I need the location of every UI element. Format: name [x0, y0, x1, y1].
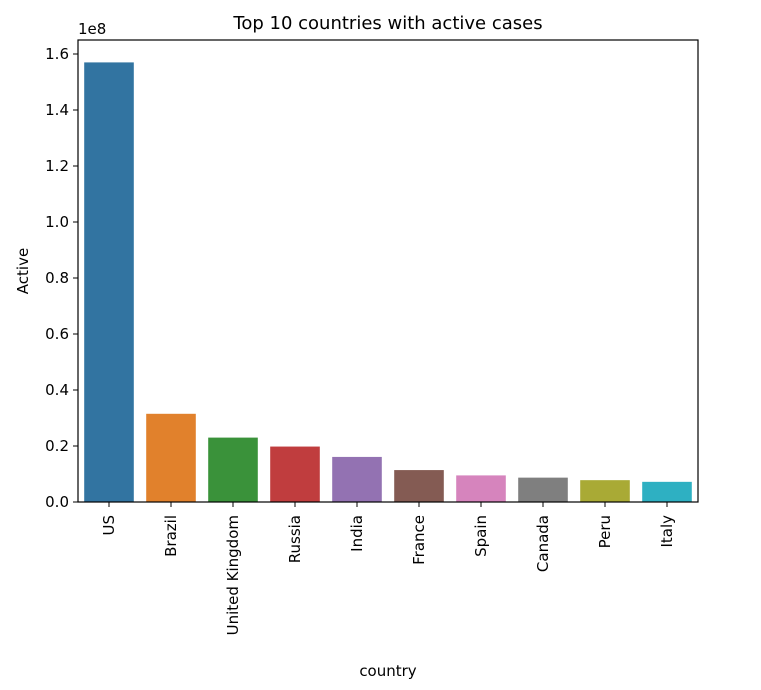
y-tick-label: 0.2 — [45, 437, 69, 455]
bar-us — [84, 62, 134, 503]
x-tick-label: Peru — [596, 515, 614, 548]
bar-united-kingdom — [208, 437, 258, 502]
x-tick-label: India — [348, 515, 366, 552]
y-tick-label: 0.0 — [45, 493, 69, 511]
bar-spain — [456, 475, 506, 502]
x-axis-ticks: US Brazil United Kingdom Russia India France S… — [100, 502, 676, 635]
chart-title: Top 10 countries with active cases — [232, 13, 542, 34]
x-tick-label: US — [100, 515, 118, 536]
bar-italy — [642, 481, 692, 502]
x-axis-label: country — [359, 662, 416, 680]
y-axis-ticks: 0.0 0.2 0.4 0.6 0.8 1.0 1.2 1.4 1.6 — [45, 45, 78, 511]
bar-india — [332, 456, 382, 502]
x-tick-label: France — [410, 515, 428, 565]
y-tick-label: 0.8 — [45, 269, 69, 287]
bar-france — [394, 470, 444, 502]
y-tick-label: 1.4 — [45, 101, 69, 119]
y-axis-scale-label: 1e8 — [78, 20, 106, 38]
bars-group — [84, 62, 692, 503]
bar-brazil — [146, 413, 196, 502]
x-tick-label: Russia — [286, 515, 304, 563]
plot-frame — [77, 39, 699, 503]
x-tick-label: Spain — [472, 515, 490, 557]
bar-russia — [270, 446, 320, 502]
y-axis-label: Active — [14, 248, 32, 294]
y-tick-label: 1.2 — [45, 157, 69, 175]
x-tick-label: Brazil — [162, 515, 180, 557]
x-tick-label: Italy — [658, 515, 676, 548]
y-tick-label: 0.6 — [45, 325, 69, 343]
y-tick-label: 1.0 — [45, 213, 69, 231]
y-tick-label: 0.4 — [45, 381, 69, 399]
y-tick-label: 1.6 — [45, 45, 69, 63]
x-tick-label: Canada — [534, 515, 552, 572]
bar-peru — [580, 480, 630, 502]
x-tick-label: United Kingdom — [224, 515, 242, 635]
bar-canada — [518, 477, 568, 502]
